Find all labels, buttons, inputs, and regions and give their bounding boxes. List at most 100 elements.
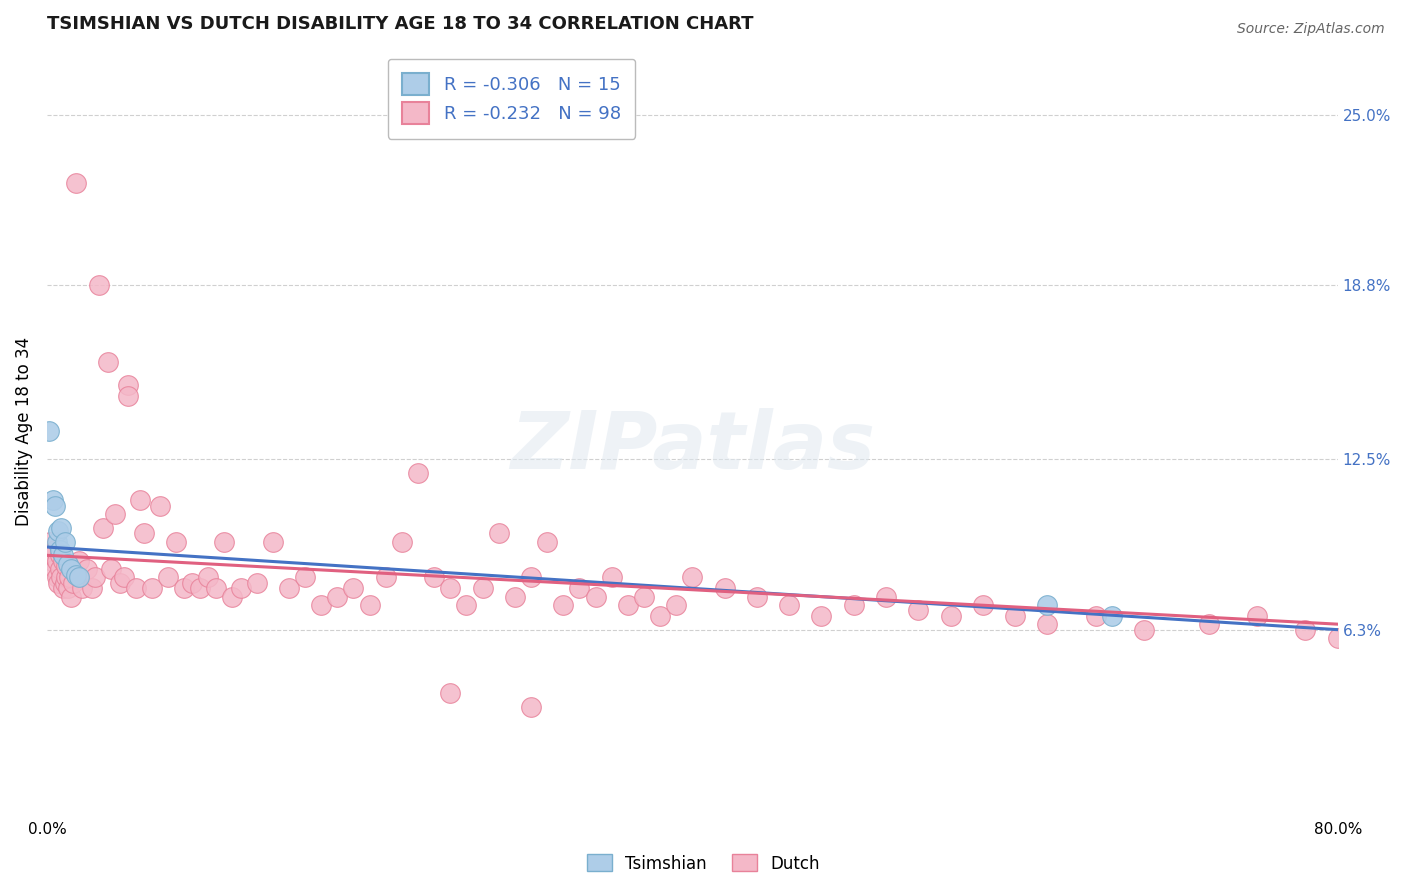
Point xyxy=(46,524,69,538)
Point xyxy=(156,570,179,584)
Point xyxy=(1084,608,1107,623)
Point xyxy=(1246,608,1268,623)
Point xyxy=(406,466,429,480)
Point xyxy=(87,278,110,293)
Point xyxy=(326,590,349,604)
Point xyxy=(165,534,187,549)
Point xyxy=(49,562,72,576)
Point xyxy=(277,582,299,596)
Point xyxy=(359,598,381,612)
Point xyxy=(294,570,316,584)
Point xyxy=(53,534,76,549)
Point xyxy=(65,567,87,582)
Point xyxy=(536,534,558,549)
Point xyxy=(1326,631,1348,645)
Point xyxy=(188,582,211,596)
Point xyxy=(51,570,73,584)
Point xyxy=(80,582,103,596)
Point xyxy=(108,575,131,590)
Point xyxy=(972,598,994,612)
Point xyxy=(55,559,77,574)
Point xyxy=(553,598,575,612)
Point xyxy=(49,549,72,563)
Text: TSIMSHIAN VS DUTCH DISABILITY AGE 18 TO 34 CORRELATION CHART: TSIMSHIAN VS DUTCH DISABILITY AGE 18 TO … xyxy=(46,15,754,33)
Point xyxy=(45,570,67,584)
Point xyxy=(117,377,139,392)
Point xyxy=(1133,623,1156,637)
Point xyxy=(391,534,413,549)
Point xyxy=(104,507,127,521)
Point xyxy=(45,554,67,568)
Point xyxy=(1295,623,1317,637)
Point xyxy=(423,570,446,584)
Point xyxy=(42,549,65,563)
Point xyxy=(56,557,79,571)
Point xyxy=(39,534,62,549)
Point xyxy=(129,493,152,508)
Point xyxy=(44,542,66,557)
Point xyxy=(55,570,77,584)
Point xyxy=(132,526,155,541)
Point xyxy=(778,598,800,612)
Point xyxy=(585,590,607,604)
Point xyxy=(1036,617,1059,632)
Point xyxy=(503,590,526,604)
Point xyxy=(37,425,59,439)
Point xyxy=(112,570,135,584)
Point xyxy=(52,582,75,596)
Point xyxy=(520,699,543,714)
Point xyxy=(44,499,66,513)
Point xyxy=(76,562,98,576)
Point xyxy=(309,598,332,612)
Point xyxy=(617,598,640,612)
Point xyxy=(745,590,768,604)
Point xyxy=(197,570,219,584)
Point xyxy=(374,570,396,584)
Point xyxy=(56,582,79,596)
Point xyxy=(49,542,72,557)
Point xyxy=(633,590,655,604)
Point xyxy=(665,598,688,612)
Point xyxy=(713,582,735,596)
Point xyxy=(149,499,172,513)
Point xyxy=(262,534,284,549)
Point xyxy=(52,554,75,568)
Point xyxy=(439,582,461,596)
Point xyxy=(51,521,73,535)
Point xyxy=(342,582,364,596)
Point xyxy=(53,575,76,590)
Point xyxy=(439,686,461,700)
Point xyxy=(939,608,962,623)
Legend: R = -0.306   N = 15, R = -0.232   N = 98: R = -0.306 N = 15, R = -0.232 N = 98 xyxy=(388,59,636,139)
Point xyxy=(44,562,66,576)
Point xyxy=(456,598,478,612)
Point xyxy=(520,570,543,584)
Point xyxy=(221,590,243,604)
Point xyxy=(67,570,90,584)
Point xyxy=(58,570,80,584)
Point xyxy=(117,388,139,402)
Point xyxy=(875,590,897,604)
Point xyxy=(488,526,510,541)
Point xyxy=(124,582,146,596)
Point xyxy=(600,570,623,584)
Point xyxy=(181,575,204,590)
Point xyxy=(46,575,69,590)
Point xyxy=(205,582,228,596)
Point xyxy=(67,570,90,584)
Point xyxy=(648,608,671,623)
Point xyxy=(568,582,591,596)
Point xyxy=(173,582,195,596)
Point xyxy=(62,575,84,590)
Point xyxy=(97,355,120,369)
Point xyxy=(229,582,252,596)
Point xyxy=(1036,598,1059,612)
Point xyxy=(681,570,703,584)
Text: Source: ZipAtlas.com: Source: ZipAtlas.com xyxy=(1237,22,1385,37)
Point xyxy=(60,562,83,576)
Point xyxy=(1101,608,1123,623)
Point xyxy=(52,549,75,563)
Point xyxy=(41,554,63,568)
Y-axis label: Disability Age 18 to 34: Disability Age 18 to 34 xyxy=(15,337,32,526)
Point xyxy=(72,582,94,596)
